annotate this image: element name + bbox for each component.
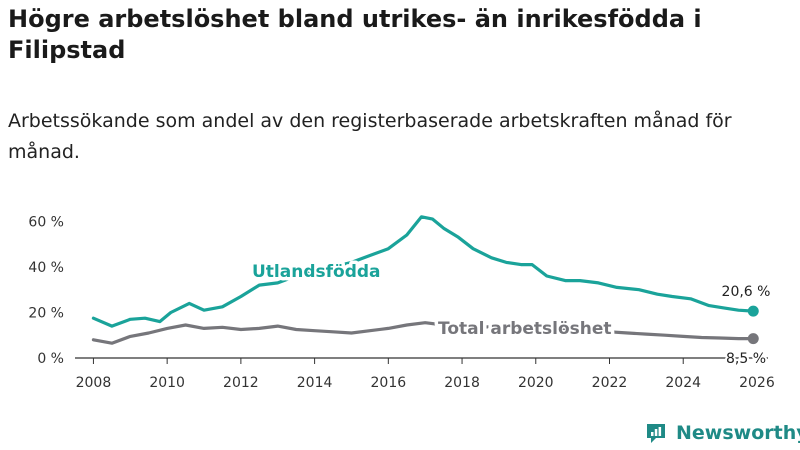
total-series-label-halo: Total arbetslöshet [438,319,612,339]
total-end-point [747,333,759,345]
foreign-born-series-label: Utlandsfödda [252,262,381,282]
chart-title: Högre arbetslöshet bland utrikes- än inr… [8,5,702,64]
x-tick-label: 2012 [223,375,259,391]
y-tick-label: 20 % [28,305,64,321]
total-end-label: 8,5 % [726,351,766,367]
x-tick-label: 2016 [371,375,407,391]
y-tick-label: 60 % [28,214,64,230]
foreign-born-line [91,215,755,328]
y-tick-label: 40 % [28,260,64,276]
chart-subtitle: Arbetssökande som andel av den registerb… [8,110,732,163]
y-tick-label: 0 % [37,351,64,367]
x-tick-label: 2014 [297,375,333,391]
x-tick-label: 2008 [76,375,112,391]
x-tick-label: 2010 [149,375,185,391]
x-tick-label: 2020 [518,375,554,391]
total-series-label: Total arbetslöshet [438,319,612,339]
x-tick-label: 2018 [444,375,480,391]
foreign-born-end-point [747,305,759,317]
brand-logo: Newsworthy [644,418,800,448]
x-tick-label: 2026 [739,375,775,391]
total-line [91,321,755,345]
x-tick-label: 2024 [665,375,701,391]
foreign-born-series-label-halo: Utlandsfödda [252,262,381,282]
foreign-born-end-label: 20,6 % [722,284,771,300]
newsworthy-logo-icon [647,424,665,443]
x-tick-label: 2022 [592,375,628,391]
brand-name: Newsworthy [676,422,800,444]
